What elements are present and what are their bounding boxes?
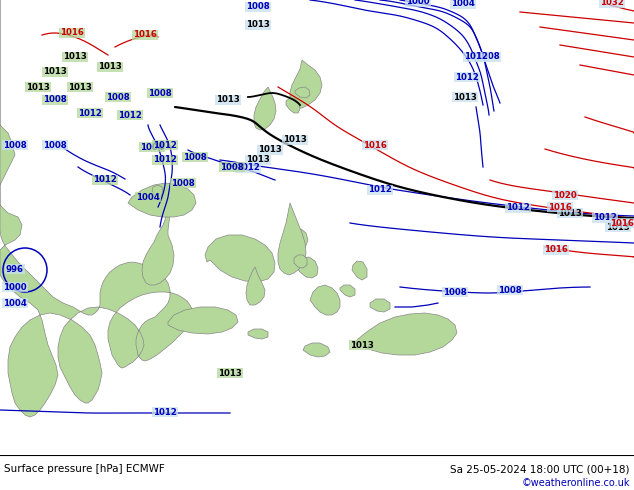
Text: 1008: 1008 <box>148 89 172 98</box>
Text: 1012: 1012 <box>368 186 392 195</box>
Text: 1008: 1008 <box>43 96 67 104</box>
Text: 1008: 1008 <box>43 141 67 149</box>
Text: 1013: 1013 <box>246 21 270 29</box>
Text: 1013: 1013 <box>350 341 374 349</box>
Polygon shape <box>294 255 307 268</box>
Polygon shape <box>355 313 457 355</box>
Polygon shape <box>293 229 308 260</box>
Text: 1013: 1013 <box>218 368 242 377</box>
Text: 1008: 1008 <box>183 152 207 162</box>
Polygon shape <box>246 267 265 305</box>
Text: 1004: 1004 <box>3 298 27 308</box>
Text: 1008: 1008 <box>498 286 522 294</box>
Text: Surface pressure [hPa] ECMWF: Surface pressure [hPa] ECMWF <box>4 464 165 474</box>
Text: 1004: 1004 <box>451 0 475 8</box>
Text: 1013: 1013 <box>98 63 122 72</box>
Text: 1012: 1012 <box>78 108 102 118</box>
Text: 1008: 1008 <box>3 141 27 149</box>
Polygon shape <box>254 87 276 130</box>
Polygon shape <box>370 299 390 312</box>
Polygon shape <box>295 87 310 98</box>
Text: 1004: 1004 <box>140 143 164 151</box>
Polygon shape <box>303 343 330 357</box>
Text: 1013: 1013 <box>216 96 240 104</box>
Text: 1008: 1008 <box>246 2 270 11</box>
Text: 1016: 1016 <box>548 202 572 212</box>
Polygon shape <box>128 183 196 217</box>
Text: 1012: 1012 <box>153 155 177 165</box>
Text: 1008: 1008 <box>220 163 244 172</box>
Polygon shape <box>295 257 318 278</box>
Text: Sa 25-05-2024 18:00 UTC (00+18): Sa 25-05-2024 18:00 UTC (00+18) <box>451 464 630 474</box>
Polygon shape <box>248 329 268 339</box>
Text: 1020: 1020 <box>553 191 577 199</box>
Text: 1013: 1013 <box>453 93 477 101</box>
Text: 1004: 1004 <box>136 193 160 201</box>
Text: 1012: 1012 <box>153 141 177 149</box>
Polygon shape <box>152 185 163 197</box>
Text: 1012: 1012 <box>464 52 488 62</box>
Text: 1013: 1013 <box>26 82 50 92</box>
Text: ©weatheronline.co.uk: ©weatheronline.co.uk <box>522 478 630 488</box>
Polygon shape <box>205 235 275 282</box>
Text: 1012: 1012 <box>455 73 479 81</box>
Polygon shape <box>0 0 193 417</box>
Text: 1013: 1013 <box>246 155 270 165</box>
Polygon shape <box>340 285 355 297</box>
Polygon shape <box>310 285 340 315</box>
Polygon shape <box>168 307 238 334</box>
Text: 1012: 1012 <box>236 164 260 172</box>
Text: 1008: 1008 <box>106 93 130 101</box>
Text: 1016: 1016 <box>544 245 568 254</box>
Polygon shape <box>352 261 367 280</box>
Text: 1012: 1012 <box>593 214 617 222</box>
Polygon shape <box>286 98 300 113</box>
Text: 1000: 1000 <box>406 0 430 6</box>
Text: 1008: 1008 <box>443 288 467 296</box>
Text: 1012: 1012 <box>118 111 142 120</box>
Text: 1000: 1000 <box>3 283 27 292</box>
Text: 1016: 1016 <box>610 219 634 227</box>
Text: 1016: 1016 <box>133 30 157 40</box>
Text: 1013: 1013 <box>258 146 282 154</box>
Text: 1013: 1013 <box>283 136 307 145</box>
Text: 1008: 1008 <box>476 52 500 62</box>
Text: 1012: 1012 <box>153 408 177 416</box>
Text: 1012: 1012 <box>93 175 117 185</box>
Text: 1013: 1013 <box>558 209 582 218</box>
Polygon shape <box>290 60 322 108</box>
Text: 1008: 1008 <box>171 178 195 188</box>
Text: 1013: 1013 <box>606 222 630 231</box>
Text: 1013: 1013 <box>68 82 92 92</box>
Text: 1016: 1016 <box>363 141 387 149</box>
Text: 1013: 1013 <box>63 52 87 62</box>
Text: 1032: 1032 <box>600 0 624 7</box>
Text: 996: 996 <box>6 265 24 273</box>
Text: 1016: 1016 <box>60 28 84 38</box>
Polygon shape <box>142 189 174 285</box>
Text: 1013: 1013 <box>43 68 67 76</box>
Text: 1012: 1012 <box>506 203 530 213</box>
Polygon shape <box>278 203 306 275</box>
